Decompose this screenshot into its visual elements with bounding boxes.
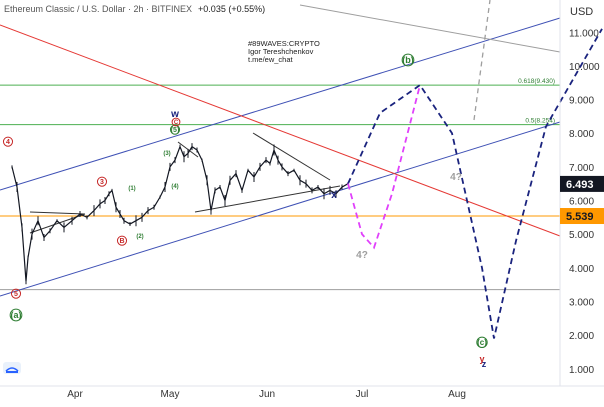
wave-label-circle — [9, 308, 23, 322]
wave-label-text: (c) — [477, 338, 487, 347]
y-tick-label: 6.000 — [569, 197, 594, 208]
wave-label-text: w — [170, 109, 179, 120]
wave-label-text: (2) — [136, 234, 143, 240]
price-line — [11, 144, 349, 282]
grey-dashed-projection — [473, 0, 491, 121]
wave-label-circle — [476, 336, 488, 349]
level-price-label: 5.539 — [566, 211, 594, 223]
channel-upper-line — [0, 17, 561, 191]
y-tick-label: 3.000 — [569, 297, 594, 308]
chart-header: Ethereum Classic / U.S. Dollar · 2h · BI… — [4, 4, 265, 14]
wave-label: 4 — [2, 136, 14, 147]
wave-labels: w (5) (3) (4) (1) (2) (a) (b) (c) x yz 4? 4? 5 4 3 B C — [2, 53, 488, 369]
wave-label-text: 4? — [450, 172, 462, 183]
wave-label: (1) — [128, 186, 135, 192]
author-note: #89WAVES:CRYPTO Igor Tereshchenkov t.me/… — [248, 40, 320, 64]
wave-label-text: (4) — [171, 184, 178, 190]
fib-label: 0.618(9.430) — [518, 78, 555, 85]
wave-label: (3) — [163, 151, 170, 157]
triangle-upper-line — [252, 132, 331, 181]
wave-label-text: x — [331, 190, 337, 201]
diagonal-grey-line — [299, 4, 561, 53]
triangle-lower-line — [194, 185, 341, 213]
wave-label-text: z — [482, 359, 487, 369]
fib-label: 0.5(8.254) — [525, 118, 555, 125]
trend-lines — [0, 0, 561, 297]
wave-label: 3 — [96, 176, 108, 187]
wave-label: 5 — [10, 288, 22, 299]
y-axis-unit: USD — [570, 6, 593, 18]
wave-label-circle — [96, 176, 108, 187]
wave-label-text: C — [174, 120, 179, 126]
price-series — [11, 143, 349, 285]
wave-label-circle — [171, 117, 181, 127]
wave-label-circle — [116, 235, 128, 246]
wave-label-circle — [169, 124, 181, 135]
y-tick-label: 1.000 — [569, 365, 594, 376]
wave-label-text: (a) — [11, 310, 22, 320]
channel-lower-line — [0, 121, 561, 297]
wave-label-text: B — [119, 238, 124, 245]
x-tick-label: Apr — [67, 389, 83, 400]
wave-label-text: 4? — [356, 250, 368, 261]
wave-label-text: 4 — [6, 139, 10, 146]
symbol-title: Ethereum Classic / U.S. Dollar · 2h · BI… — [4, 4, 193, 14]
current-price-label: 6.493 — [566, 179, 594, 191]
wave-label: z — [482, 359, 487, 369]
x-tick-label: Jun — [259, 389, 275, 400]
wave-label: x — [331, 190, 337, 201]
wave-label: (b) — [401, 53, 415, 67]
main-projection-path — [347, 28, 603, 339]
y-tick-label: 7.000 — [569, 163, 594, 174]
y-tick-label: 5.000 — [569, 230, 594, 241]
current-price-badge — [560, 175, 604, 192]
alt-projection-path — [347, 84, 421, 250]
grid: 0.618(9.430) 0.5(8.254) — [0, 78, 560, 291]
y-tick-label: 9.000 — [569, 96, 594, 107]
wave-label: (a) — [9, 308, 23, 322]
y-tick-label: 8.000 — [569, 129, 594, 140]
wave-label: (5) — [169, 124, 181, 135]
wave-label: 4? — [356, 250, 368, 261]
wave-label-circle — [401, 53, 415, 67]
wave-label-text: 5 — [14, 291, 18, 298]
wave-label-circle — [2, 136, 14, 147]
wave-label: w — [170, 109, 179, 120]
tradingview-logo-icon[interactable] — [3, 362, 21, 374]
wave-label-text: (3) — [163, 151, 170, 157]
wave-label: (2) — [136, 234, 143, 240]
y-tick-label: 11.000 — [569, 28, 599, 39]
level-price-badge — [560, 208, 604, 225]
projection-paths — [347, 28, 603, 339]
x-tick-label: Jul — [356, 389, 369, 400]
wave-label: C — [171, 117, 181, 127]
price-change: +0.035 (+0.55%) — [198, 4, 266, 14]
wave-label: y — [479, 354, 484, 364]
y-tick-label: 4.000 — [569, 264, 594, 275]
wave-label-text: y — [479, 354, 484, 364]
wave-label: 4? — [450, 172, 462, 183]
wave-label: B — [116, 235, 128, 246]
wave-label-text: (1) — [128, 186, 135, 192]
author-link[interactable]: t.me/ew_chat — [248, 55, 293, 64]
wave-label-text: (5) — [171, 127, 180, 134]
wave-label-text: 3 — [100, 179, 104, 186]
wave-label: (c) — [476, 336, 488, 349]
wave-label-circle — [10, 288, 22, 299]
y-tick-label: 2.000 — [569, 331, 594, 342]
author-name: Igor Tereshchenkov — [248, 47, 314, 56]
author-tag: #89WAVES:CRYPTO — [248, 39, 320, 48]
early-triangle-line — [29, 211, 86, 215]
wave-label-text: (b) — [402, 55, 414, 65]
x-tick-label: May — [161, 389, 180, 400]
y-tick-label: 10.000 — [569, 62, 600, 73]
wave-label: (4) — [171, 184, 178, 190]
x-tick-label: Aug — [448, 389, 466, 400]
